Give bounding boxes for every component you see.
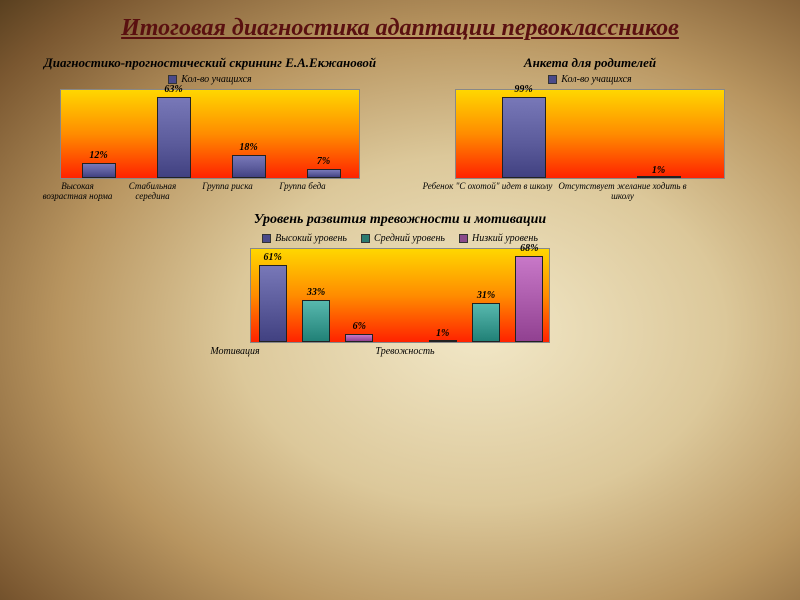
chart2-legend-item: Кол-во учащихся (548, 74, 631, 85)
x-axis-label: Тревожность (340, 343, 470, 357)
legend-swatch (361, 234, 370, 243)
bar (307, 169, 341, 178)
chart2-legend: Кол-во учащихся (420, 74, 760, 85)
bar-value-label: 31% (477, 290, 495, 301)
bar (302, 300, 330, 342)
legend-label: Высокий уровень (275, 233, 347, 244)
bar-value-label: 61% (263, 252, 281, 263)
chart3-plot: 61%33%6%1%31%68% (250, 248, 550, 343)
chart1-legend-swatch (168, 75, 177, 84)
chart1-title: Диагностико-прогностический скрининг Е.А… (40, 55, 380, 71)
bar (157, 97, 191, 178)
chart3-title: Уровень развития тревожности и мотивации (170, 212, 630, 229)
chart2-block: Анкета для родителей Кол-во учащихся 99%… (420, 49, 760, 202)
bar (502, 97, 546, 178)
bar-value-label: 18% (239, 142, 257, 153)
x-axis-label: Отсутствует желание ходить в школу (555, 179, 690, 202)
bar (429, 340, 457, 342)
chart2-xlabels: Ребенок "С охотой" идет в школуОтсутству… (420, 179, 690, 202)
bar (637, 176, 681, 178)
chart3-block: Уровень развития тревожности и мотивации… (0, 202, 800, 357)
x-axis-label: Ребенок "С охотой" идет в школу (420, 179, 555, 202)
bar-value-label: 1% (652, 165, 665, 176)
bar-value-label: 33% (307, 287, 325, 298)
bar (82, 163, 116, 178)
legend-swatch (262, 234, 271, 243)
bar (259, 265, 287, 342)
chart1-legend: Кол-во учащихся (40, 74, 380, 85)
chart2-legend-swatch (548, 75, 557, 84)
chart2-title: Анкета для родителей (420, 55, 760, 71)
bar-value-label: 12% (89, 150, 107, 161)
bar (472, 303, 500, 342)
chart3-xlabels: Мотивация Тревожность (170, 343, 470, 357)
x-axis-label: Стабильная середина (115, 179, 190, 202)
bar-value-label: 63% (164, 84, 182, 95)
slide-title: Итоговая диагностика адаптации первоклас… (0, 0, 800, 49)
bar (345, 334, 373, 342)
bar-value-label: 99% (514, 84, 532, 95)
bar-value-label: 68% (520, 243, 538, 254)
chart3-legend-item: Средний уровень (361, 233, 445, 244)
chart3-legend: Высокий уровеньСредний уровеньНизкий уро… (170, 233, 630, 244)
chart3-legend-item: Высокий уровень (262, 233, 347, 244)
chart1-xlabels: Высокая возрастная нормаСтабильная серед… (40, 179, 340, 202)
chart1-block: Диагностико-прогностический скрининг Е.А… (40, 49, 380, 202)
x-axis-label: Группа беда (265, 179, 340, 202)
bar (515, 256, 543, 342)
chart2-legend-label: Кол-во учащихся (561, 74, 631, 85)
x-axis-label: Высокая возрастная норма (40, 179, 115, 202)
chart1-plot: 12%63%18%7% (60, 89, 360, 179)
x-axis-label: Мотивация (170, 343, 300, 357)
chart2-plot: 99%1% (455, 89, 725, 179)
bar-value-label: 6% (353, 321, 366, 332)
legend-label: Средний уровень (374, 233, 445, 244)
legend-swatch (459, 234, 468, 243)
bar-value-label: 1% (436, 328, 449, 339)
x-axis-label: Группа риска (190, 179, 265, 202)
top-charts-row: Диагностико-прогностический скрининг Е.А… (0, 49, 800, 202)
bar-value-label: 7% (317, 156, 330, 167)
chart1-legend-label: Кол-во учащихся (181, 74, 251, 85)
bar (232, 155, 266, 178)
